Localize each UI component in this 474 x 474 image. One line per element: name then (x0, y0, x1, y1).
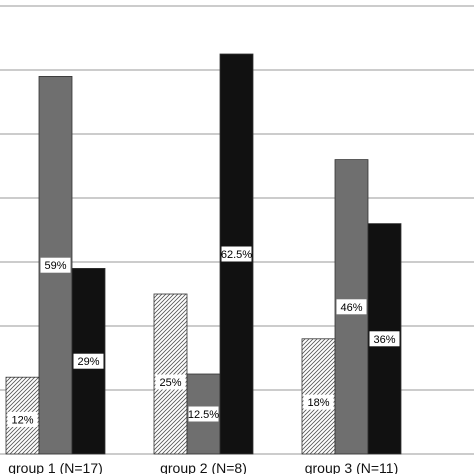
x-tick-label: group 3 (N=11) (305, 460, 399, 474)
data-label: 62.5% (221, 246, 252, 262)
svg-text:18%: 18% (307, 397, 329, 409)
data-label: 29% (73, 353, 104, 369)
data-label: 12% (7, 411, 38, 427)
data-label: 36% (369, 331, 400, 347)
bars (5, 53, 402, 455)
svg-text:59%: 59% (44, 260, 66, 272)
bar-series1-group2 (153, 293, 188, 455)
data-label: 25% (155, 374, 186, 390)
data-label: 12.5% (188, 406, 219, 422)
x-tick-label: group 1 (N=17) (8, 460, 103, 474)
data-labels: 12% 25% 18% 59% 12.5% 46% 29% 62.5% 36% (7, 246, 400, 427)
data-label: 18% (303, 394, 334, 410)
svg-text:12.5%: 12.5% (188, 409, 219, 421)
svg-text:36%: 36% (373, 334, 395, 346)
svg-text:62.5%: 62.5% (221, 249, 252, 261)
svg-text:29%: 29% (77, 356, 99, 368)
x-tick-labels: group 1 (N=17) group 2 (N=8) group 3 (N=11… (8, 460, 398, 474)
data-label: 59% (40, 257, 71, 273)
x-tick-label: group 2 (N=8) (160, 460, 247, 474)
svg-text:25%: 25% (159, 377, 181, 389)
data-label: 46% (336, 299, 367, 315)
svg-text:12%: 12% (11, 414, 33, 426)
svg-text:46%: 46% (340, 302, 362, 314)
